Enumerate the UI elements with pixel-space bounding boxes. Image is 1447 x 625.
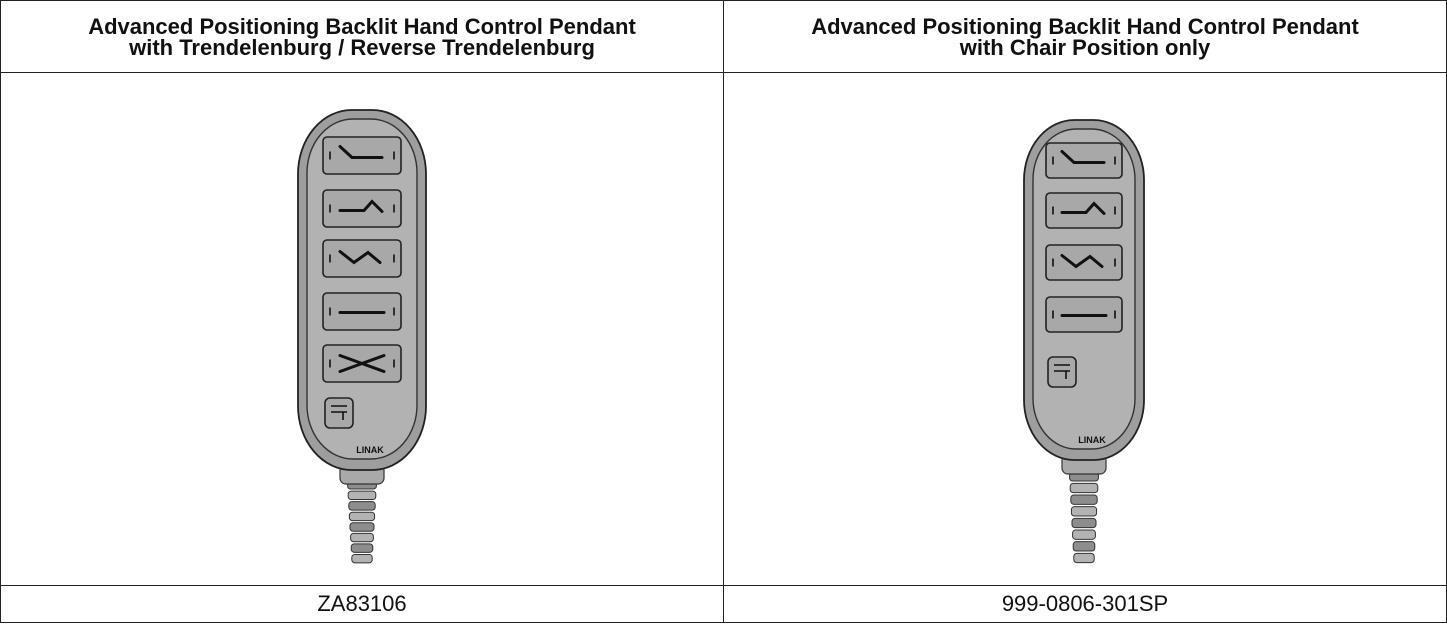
cable-ring <box>1073 542 1095 551</box>
header-cell: Advanced Positioning Backlit Hand Contro… <box>724 1 1447 73</box>
header-line: Advanced Positioning Backlit Hand Contro… <box>1 16 723 37</box>
cable-ring <box>349 502 375 510</box>
cable-ring <box>1073 530 1096 539</box>
cable-ring <box>350 523 374 531</box>
header-line: Advanced Positioning Backlit Hand Contro… <box>724 16 1446 37</box>
cable-ring <box>1074 553 1094 562</box>
header-row: Advanced Positioning Backlit Hand Contro… <box>1 1 1447 73</box>
pendant-illustration: LINAK <box>724 73 1446 585</box>
cable-ring <box>1070 483 1098 492</box>
cable-ring <box>348 491 376 499</box>
part-number: ZA83106 <box>1 586 724 623</box>
part-row: ZA83106 999-0806-301SP <box>1 586 1447 623</box>
pendant-illustration: LINAK <box>1 73 723 585</box>
cable-ring <box>1072 518 1096 527</box>
cable-ring <box>351 544 373 552</box>
part-number: 999-0806-301SP <box>724 586 1447 623</box>
header-line: with Trendelenburg / Reverse Trendelenbu… <box>1 37 723 58</box>
cable-ring <box>351 533 374 541</box>
light-button <box>325 398 353 428</box>
pendant-button <box>1046 193 1122 228</box>
cable-ring <box>349 512 374 520</box>
cable-ring <box>1071 507 1096 516</box>
pendant-button <box>323 137 401 174</box>
brand-label: LINAK <box>1078 435 1106 445</box>
product-table: Advanced Positioning Backlit Hand Contro… <box>0 0 1447 623</box>
image-cell: LINAK <box>1 73 724 586</box>
image-cell: LINAK <box>724 73 1447 586</box>
light-button <box>1048 357 1076 387</box>
page: Advanced Positioning Backlit Hand Contro… <box>0 0 1447 625</box>
cable-ring <box>352 554 372 562</box>
pendant-button <box>1046 143 1122 178</box>
header-line: with Chair Position only <box>724 37 1446 58</box>
pendant-button <box>323 190 401 227</box>
image-row: LINAK LINAK <box>1 73 1447 586</box>
cable-ring <box>1071 495 1097 504</box>
header-cell: Advanced Positioning Backlit Hand Contro… <box>1 1 724 73</box>
brand-label: LINAK <box>356 445 384 455</box>
